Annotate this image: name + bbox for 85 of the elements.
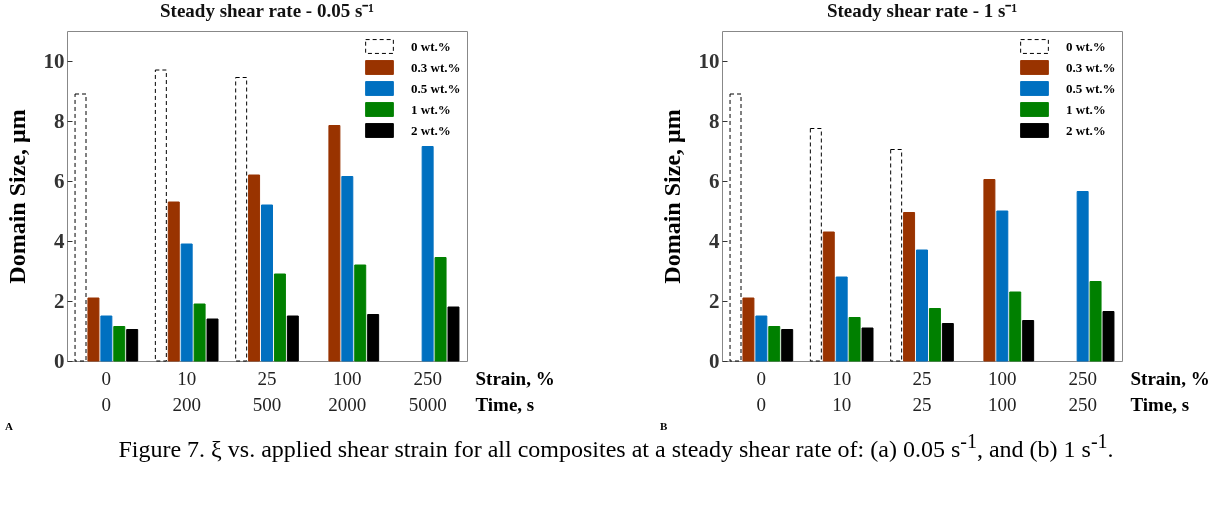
bar [100,315,113,362]
y-tick-label: 10 [698,48,720,73]
bar [755,315,768,362]
legend-label: 2 wt.% [411,122,451,138]
legend-label: 0.5 wt.% [1066,80,1116,96]
y-axis-title: Domain Size, μm [658,109,685,284]
text: A [5,420,13,432]
y-tick-label: 2 [54,288,65,313]
bar [996,210,1009,362]
bar [941,323,954,362]
bar [154,69,167,362]
y-tick-label: 0 [709,348,720,373]
bar [928,308,941,362]
bar [903,212,916,362]
bar [248,174,261,362]
bar [87,297,100,362]
bar [354,264,367,362]
bar [729,93,742,362]
text: B [660,420,668,432]
bar [206,318,219,362]
legend-label: 2 wt.% [1066,122,1106,138]
bar [1089,281,1102,362]
bar [421,146,434,362]
bar [848,317,861,362]
bar [261,204,273,362]
x-tick-label: 10 10 [832,367,852,415]
chart-title: Steady shear rate - 0.05 s⁻¹ [160,0,374,21]
y-tick-label: 6 [709,168,720,193]
bar [341,176,354,362]
y-tick-label: 4 [54,228,65,253]
x-tick-label: 10 200 [172,367,201,415]
bar [286,315,299,362]
legend-label: 1 wt.% [1066,101,1106,117]
bar [768,326,781,362]
legend-label: 0.5 wt.% [411,80,461,96]
legend-label: 0 wt.% [1066,38,1106,54]
legend-label: 0 wt.% [411,38,451,54]
x-tick-label: 25 500 [252,367,282,415]
y-axis-title: Domain Size, μm [3,109,30,284]
y-tick-label: 2 [709,288,720,313]
x-tick-label: 100 100 [988,367,1017,415]
bar [861,327,874,362]
y-tick-label: 0 [54,348,65,373]
bar [180,243,193,362]
bar [328,125,341,362]
y-tick-label: 10 [43,48,65,73]
x-tick-label: 250 5000 [408,367,447,415]
x-tick-label: 25 25 [912,367,932,415]
x-axis-title: Strain, % Time, s [475,367,555,415]
bar [781,329,794,362]
bar [447,306,460,362]
bar [434,257,447,362]
chart-title: Steady shear rate - 1 s⁻¹ [826,0,1018,21]
bar [193,303,206,362]
x-tick-label: 0 0 [101,367,112,415]
y-tick-label: 8 [709,108,720,133]
bar [235,77,248,362]
x-tick-label: 0 0 [756,367,767,415]
bar [126,329,139,362]
caption: Figure 7. ξ vs. applied shear strain for all composites at a steady shear rate of: (a) 0.05 s$^{-1}$, and (b) 1 s$^{-1}$. [118,430,1114,462]
bar [916,249,928,362]
legend-label: 0.3 wt.% [411,59,461,75]
y-tick-label: 4 [709,228,720,253]
bar [809,128,822,362]
x-tick-label: 100 2000 [328,367,367,415]
x-axis-title: Strain, % Time, s [1130,367,1210,415]
bar [1076,191,1089,362]
y-tick-label: 8 [54,108,65,133]
bar [367,314,380,362]
bar [273,273,286,362]
bar [1022,320,1035,362]
bar [113,326,126,362]
bar [983,179,996,362]
y-tick-label: 6 [54,168,65,193]
legend-label: 0.3 wt.% [1066,59,1116,75]
bar [835,276,848,362]
bar [1102,311,1115,362]
legend-label: 1 wt.% [411,101,451,117]
x-tick-label: 250 250 [1068,367,1097,415]
bar [1009,291,1022,362]
bar [742,297,755,362]
bar [74,93,87,362]
bar [167,201,180,362]
bar [822,231,835,362]
bar [890,149,903,362]
